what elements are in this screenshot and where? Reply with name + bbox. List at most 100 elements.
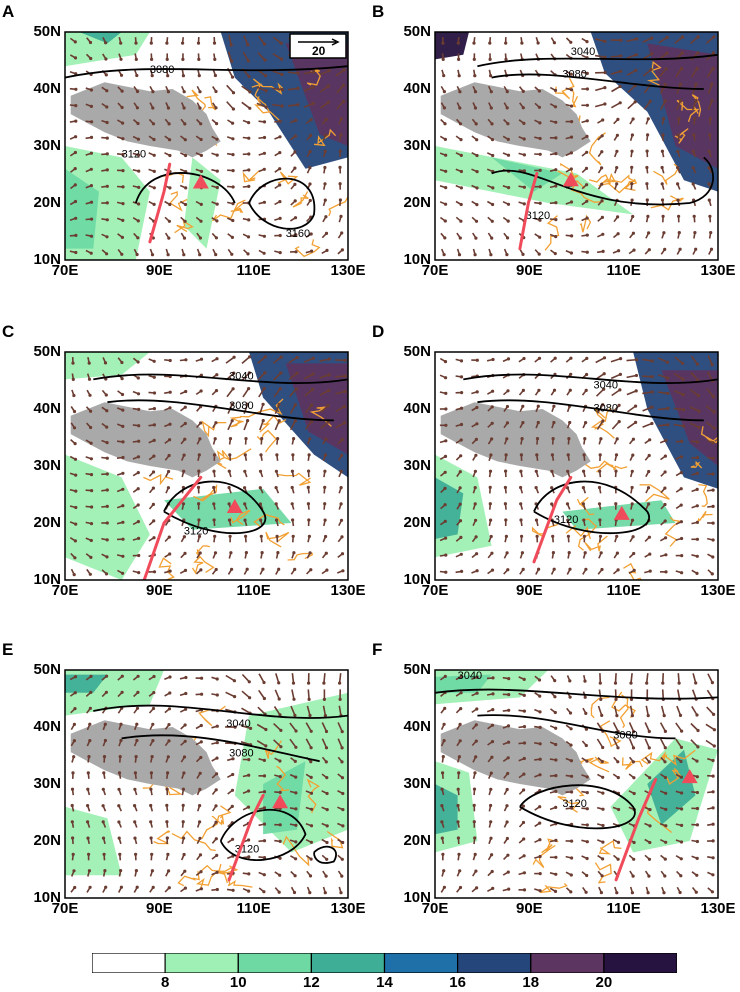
orange-contour	[665, 767, 682, 785]
orange-contour	[590, 420, 615, 439]
lat-tick-label: 30N	[403, 775, 431, 792]
lat-tick-label: 50N	[403, 661, 431, 678]
lon-tick-label: 110E	[236, 582, 271, 599]
geopotential-contour	[163, 480, 267, 535]
orange-contour	[598, 839, 622, 855]
panel-c: C 3040 3080 3120 50N 40N 30N 20N 10N 70E 90E 110E 1…	[0, 320, 370, 620]
orange-contour	[309, 406, 332, 427]
colorbar-box	[310, 953, 386, 973]
orange-contour	[579, 214, 592, 233]
geopotential-contour	[477, 399, 704, 422]
lat-tick-label: 50N	[33, 23, 61, 40]
orange-contour	[242, 170, 260, 183]
wind-vectors	[439, 673, 716, 895]
orange-contour	[588, 132, 606, 166]
orange-contour	[674, 128, 689, 144]
contour-label: 3080	[229, 748, 253, 760]
orange-contour	[264, 740, 282, 759]
wind-speed-shading	[661, 370, 718, 466]
orange-contour	[158, 557, 175, 580]
orange-contour	[590, 696, 610, 719]
lon-tick-label: 90E	[515, 582, 543, 599]
orange-contour	[294, 239, 321, 258]
wind-speed-shading	[65, 168, 99, 249]
lat-tick-label: 10N	[403, 571, 431, 588]
panel-label-f: F	[372, 640, 383, 659]
orange-contour	[306, 67, 321, 86]
geopotential-contour	[491, 156, 714, 206]
orange-contour	[619, 694, 629, 729]
wind-speed-shading	[79, 32, 122, 44]
wind-vectors	[439, 355, 716, 576]
track-line	[532, 475, 573, 564]
orange-contour	[204, 96, 217, 111]
colorbar-tick-label: 20	[595, 974, 613, 991]
geopotential-contour	[491, 73, 704, 90]
orange-contour	[292, 191, 309, 208]
map-plot: 3080 3120 3160 20	[64, 31, 349, 261]
orange-contour	[174, 219, 194, 234]
location-marker	[613, 505, 630, 520]
lon-tick-label: 110E	[236, 900, 271, 917]
lon-tick-label: 70E	[51, 900, 79, 917]
contour-label: 3120	[554, 514, 578, 526]
contour-label: 3040	[571, 46, 595, 58]
orange-contour	[690, 460, 703, 469]
contour-label: 3040	[229, 370, 253, 382]
contour-label: 3080	[229, 400, 253, 412]
location-marker	[192, 174, 209, 189]
lon-tick-label: 70E	[421, 900, 449, 917]
contour-label: 3080	[562, 69, 586, 81]
contour-label: 3080	[613, 729, 637, 741]
orange-contour	[276, 765, 290, 792]
lon-tick-label: 110E	[236, 262, 271, 279]
orange-contour	[576, 496, 595, 516]
geopotential-contour	[313, 845, 337, 864]
contour-label: 3080	[150, 64, 174, 76]
wind-speed-shading	[263, 761, 306, 835]
colorbar-tick-label: 12	[303, 974, 320, 991]
orange-contour	[195, 545, 215, 573]
lat-tick-label: 30N	[33, 775, 61, 792]
lon-tick-label: 130E	[330, 582, 366, 599]
panel-d: D 3040 3080 3120 50N 40N 30N 20N 10N 70E 90E 110E 1…	[370, 320, 740, 620]
geopotential-contour	[248, 177, 316, 230]
track-line	[142, 475, 203, 580]
map-plot: 3040 3080 3120	[434, 351, 719, 581]
orange-contour	[639, 484, 670, 502]
orange-contour	[588, 756, 610, 773]
location-marker	[681, 769, 698, 784]
orange-contour	[532, 844, 556, 869]
location-marker	[272, 794, 289, 809]
colorbar-tick-label: 10	[229, 974, 247, 991]
contour-label: 3080	[594, 402, 618, 414]
contour-label: 3120	[122, 148, 146, 160]
orange-contour	[660, 749, 696, 767]
track-line	[148, 162, 172, 244]
lat-tick-label: 50N	[33, 343, 61, 360]
lat-tick-label: 40N	[33, 400, 61, 417]
orange-contour	[594, 862, 612, 884]
orange-contour	[211, 814, 225, 826]
lon-tick-label: 110E	[606, 262, 641, 279]
wind-speed-shading	[65, 454, 150, 580]
lat-tick-label: 10N	[33, 889, 61, 906]
orange-contour	[554, 77, 575, 100]
wind-vectors	[439, 35, 716, 257]
contour-label: 3040	[226, 718, 250, 730]
lon-tick-label: 130E	[700, 900, 736, 917]
wind-speed-shading	[65, 674, 108, 693]
lat-tick-label: 10N	[403, 251, 431, 268]
lat-tick-label: 30N	[33, 137, 61, 154]
geopotential-contour	[519, 784, 636, 830]
lat-tick-label: 20N	[403, 832, 431, 849]
colorbar	[92, 953, 677, 973]
colorbar-tick-label: 16	[449, 974, 466, 991]
orange-contour	[251, 83, 271, 113]
lat-tick-label: 40N	[403, 718, 431, 735]
geopotential-contour	[533, 480, 650, 535]
lon-tick-label: 90E	[145, 900, 173, 917]
lat-tick-label: 40N	[403, 400, 431, 417]
lat-tick-label: 30N	[403, 137, 431, 154]
orange-contour	[276, 472, 312, 486]
